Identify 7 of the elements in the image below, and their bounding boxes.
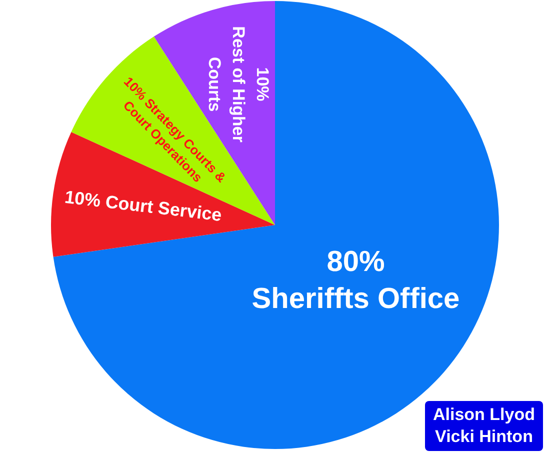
slice-label: Court Service: [104, 192, 223, 226]
data-label: 80%: [326, 246, 385, 278]
data-label: 10%: [64, 186, 102, 211]
slice-label: Rest of Higher Courts: [204, 26, 248, 143]
slice-label: Sheriffts Office: [252, 283, 460, 316]
data-label: 10%: [252, 67, 272, 102]
text: Alison Llyod Vicki Hinton: [425, 401, 543, 451]
